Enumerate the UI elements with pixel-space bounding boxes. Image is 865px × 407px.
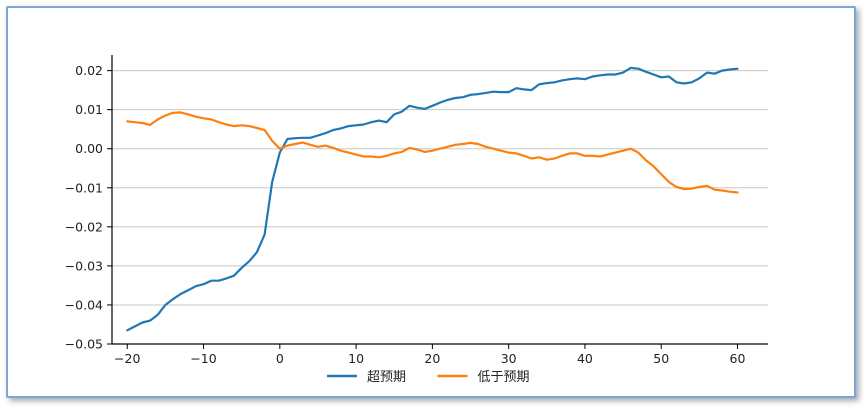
axis-layer: 0.02 0.01 0.00 −0.01 −0.02 −0.03 −0.04 −0.05 −20… [65,55,768,366]
legend-label-1: 超预期 [367,370,406,385]
x-tick-label: 0 [276,351,284,366]
x-tick-label: 20 [424,351,440,366]
x-tick-label: −10 [190,351,216,366]
series-layer [126,66,739,332]
y-tick-label: −0.05 [65,337,103,352]
legend: 超预期 低于预期 [327,370,530,385]
grid-layer [112,70,768,306]
legend-label-2: 低于预期 [478,370,530,385]
y-tick-label: −0.02 [65,219,103,234]
series-line-1 [126,66,739,332]
y-tick-label: −0.01 [65,180,103,195]
x-tick-label: 10 [348,351,364,366]
x-tick-label: 30 [501,351,517,366]
x-tick-label: 60 [730,351,746,366]
y-tick-label: −0.04 [65,297,103,312]
y-tick-label: 0.00 [75,141,103,156]
series-line-2 [126,111,739,194]
x-tick-label: 40 [577,351,593,366]
y-tick-label: 0.01 [75,102,103,117]
x-tick-label: −20 [114,351,140,366]
x-tick-label: 50 [653,351,669,366]
y-tick-label: −0.03 [65,258,103,273]
y-tick-label: 0.02 [75,63,103,78]
chart-frame [6,6,856,398]
